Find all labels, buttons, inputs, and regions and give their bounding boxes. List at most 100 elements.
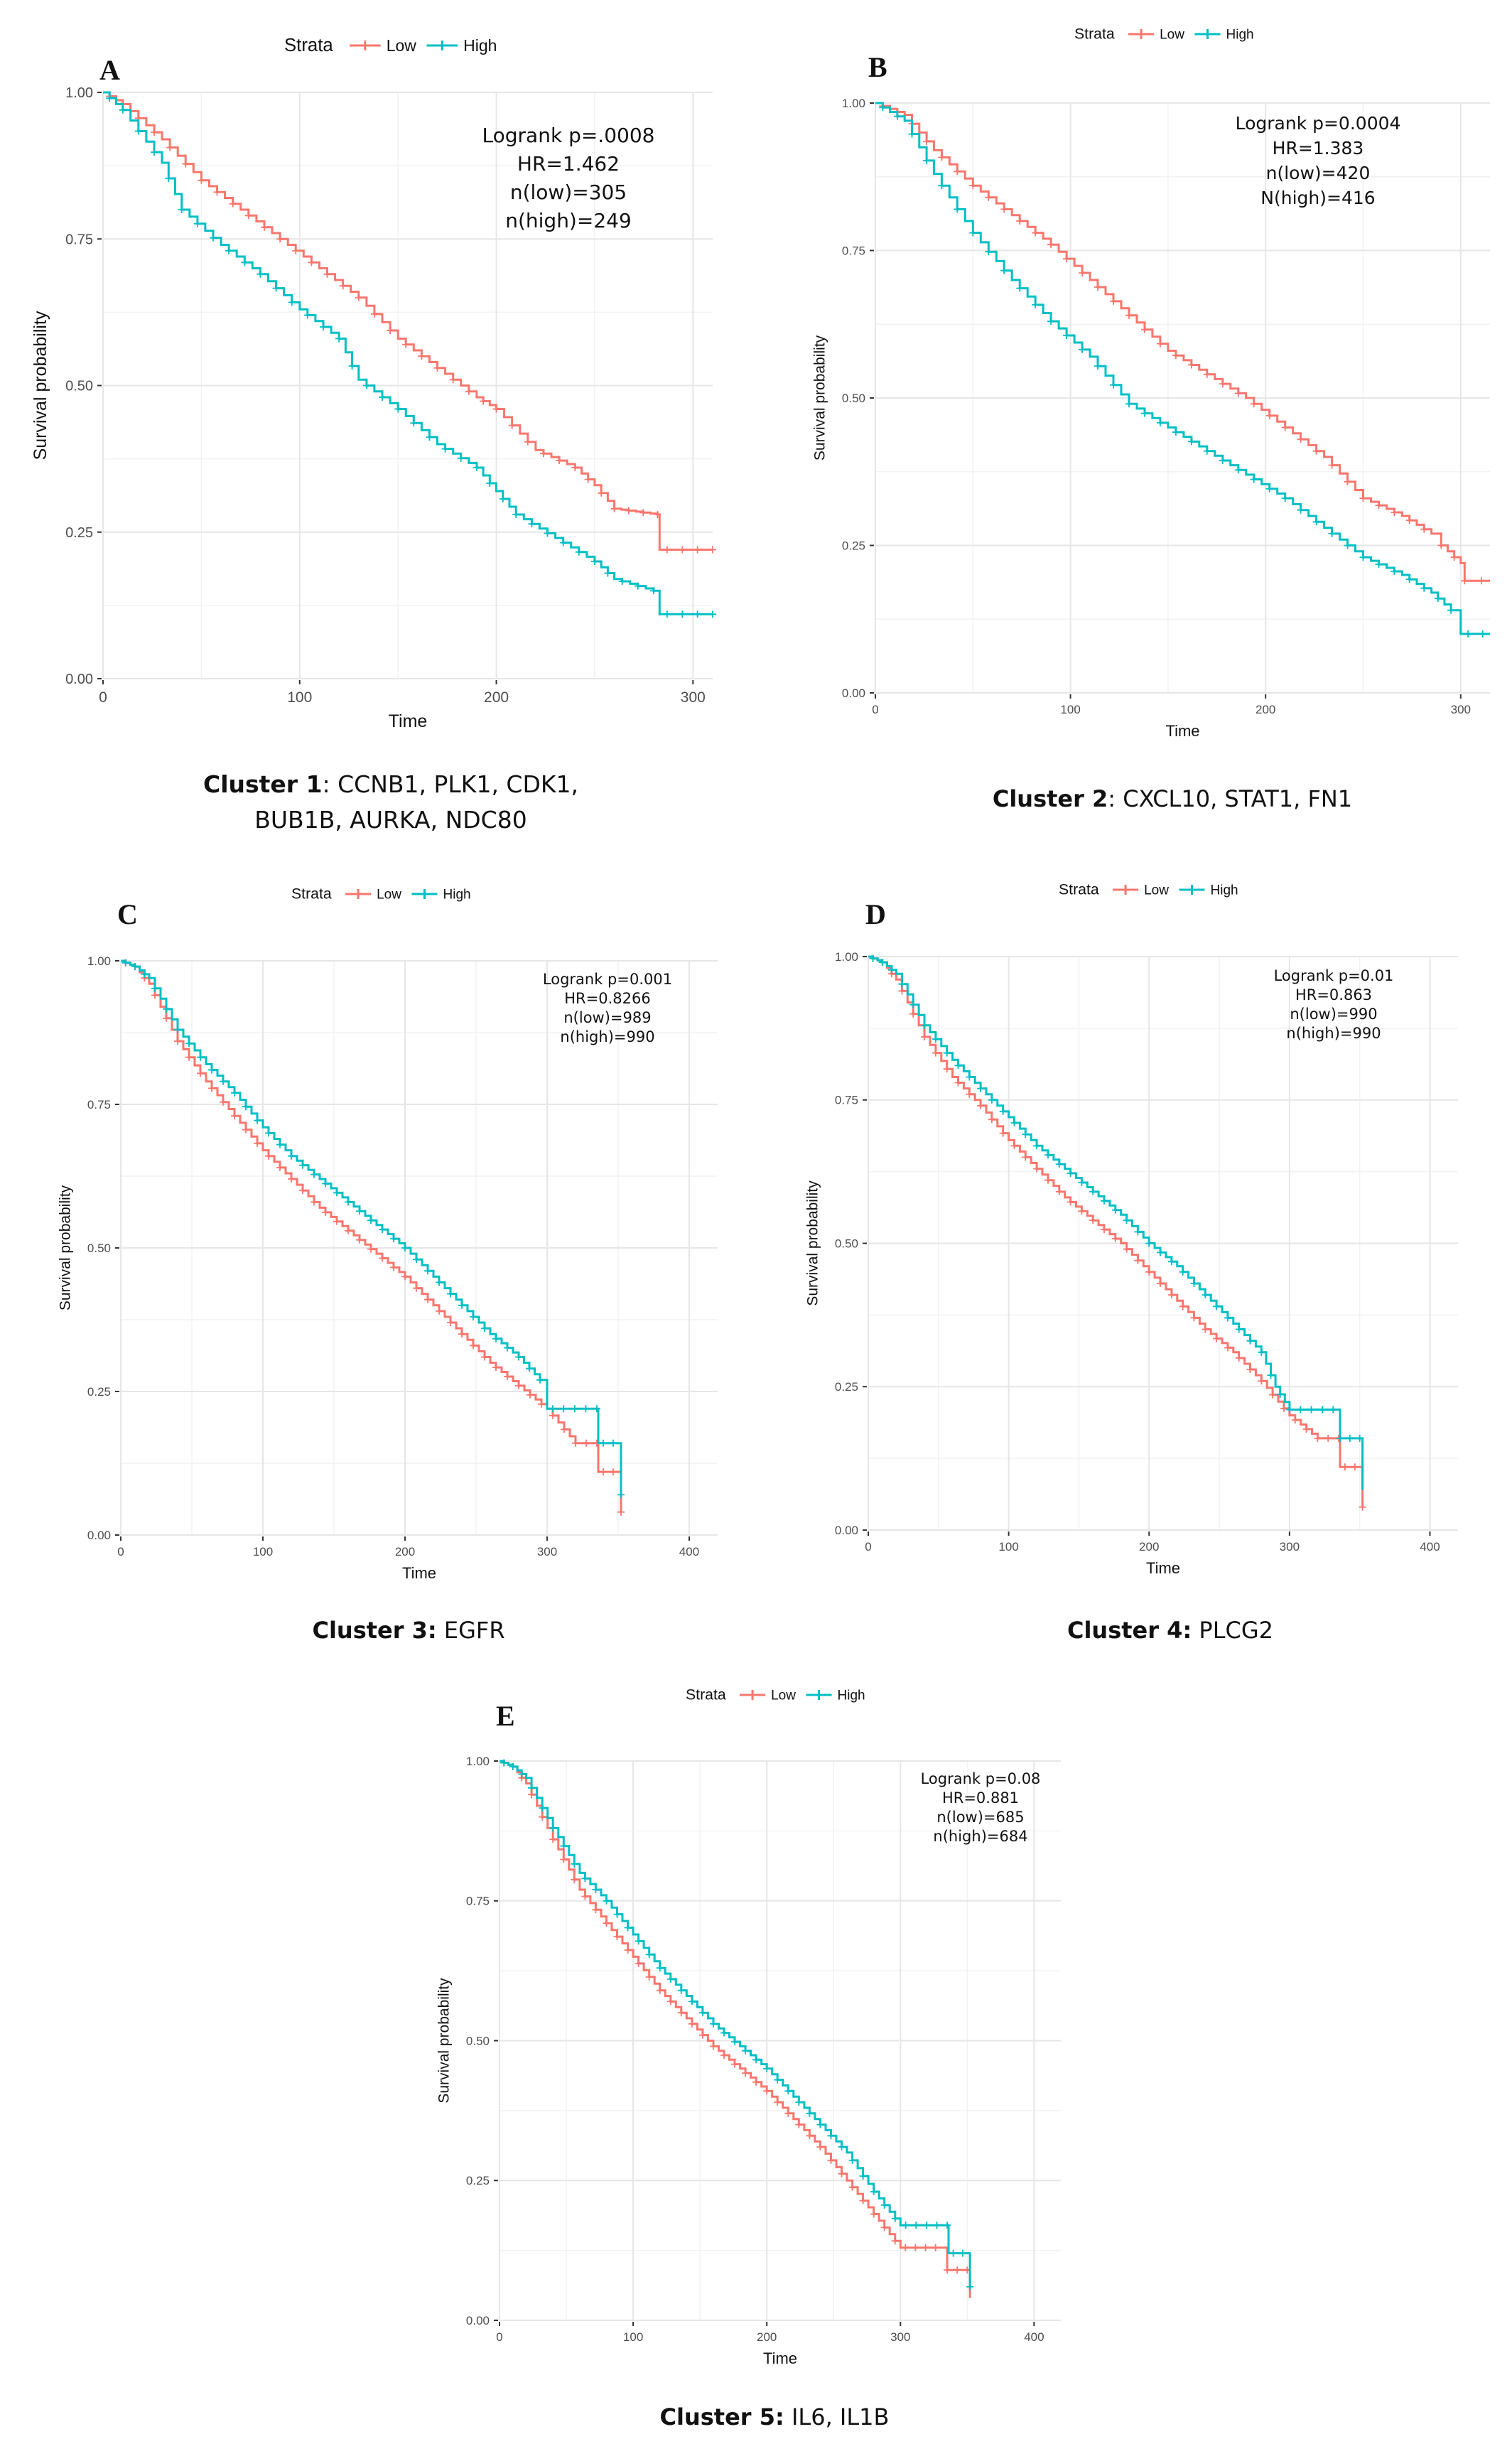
y-tick-label: 0.50 xyxy=(466,2034,490,2047)
caption-cluster-name: Cluster 1 xyxy=(203,770,323,798)
y-tick-label: 1.00 xyxy=(835,950,858,964)
series-high xyxy=(868,954,1364,1490)
y-axis-title: Survival probability xyxy=(31,311,50,460)
y-tick-label: 1.00 xyxy=(65,85,93,101)
x-axis-title: Time xyxy=(763,2349,797,2367)
y-tick-label: 1.00 xyxy=(842,97,865,110)
survival-curve-low xyxy=(121,959,622,1512)
grid xyxy=(875,102,1490,694)
stats-annotation: Logrank p=0.01 HR=0.863 n(low)=990 n(high)=… xyxy=(1274,967,1394,1042)
caption-genes: : CXCL10, STAT1, FN1 xyxy=(1108,785,1352,812)
legend-title: Strata xyxy=(1059,881,1099,898)
y-tick-label: 0.00 xyxy=(842,687,865,700)
y-tick-label: 0.75 xyxy=(835,1094,858,1107)
stats-line: Logrank p=.0008 xyxy=(482,124,655,147)
stats-line: N(high)=416 xyxy=(1260,188,1375,208)
panel-e: 0.00 0.25 0.50 0.75 1.00 0 100 200 300 400 Time Sur… xyxy=(436,1686,1061,2430)
x-tick-label: 100 xyxy=(253,1545,273,1558)
y-tick-label: 0.75 xyxy=(87,1098,111,1111)
stats-line: Logrank p=0.01 xyxy=(1274,967,1394,984)
caption-genes: : CCNB1, PLK1, CDK1, xyxy=(323,770,578,798)
censor-marks-low xyxy=(106,92,716,554)
x-tick-label: 0 xyxy=(117,1545,124,1558)
stats-line: n(high)=990 xyxy=(560,1028,654,1045)
x-tick-label: 0 xyxy=(99,689,107,706)
y-tick-label: 0.25 xyxy=(835,1380,858,1394)
y-tick-label: 0.75 xyxy=(466,1895,490,1908)
legend: Strata Low High xyxy=(284,36,497,55)
x-tick-label: 100 xyxy=(1060,703,1080,716)
panel-c: 0.00 0.25 0.50 0.75 1.00 0 100 200 300 400 Time Sur… xyxy=(57,885,718,1644)
y-tick-label: 0.25 xyxy=(65,525,93,541)
panel-caption: Cluster 1: CCNB1, PLK1, CDK1, BUB1B, AURK… xyxy=(203,770,578,834)
y-tick-label: 0.75 xyxy=(65,232,93,247)
y-tick-label: 0.50 xyxy=(842,392,865,405)
series-low xyxy=(103,91,716,554)
legend-label-high: High xyxy=(1211,883,1238,898)
censor-marks-high xyxy=(500,1759,974,2290)
legend-title: Strata xyxy=(686,1686,726,1703)
stats-line: HR=1.462 xyxy=(517,152,620,176)
stats-line: n(low)=990 xyxy=(1290,1006,1377,1023)
x-axis-title: Time xyxy=(402,1564,436,1582)
stats-line: Logrank p=0.001 xyxy=(543,971,672,988)
stats-line: n(low)=420 xyxy=(1266,163,1371,183)
x-tick-label: 200 xyxy=(484,689,509,706)
stats-annotation: Logrank p=0.001 HR=0.8266 n(low)=989 n(high… xyxy=(543,971,672,1045)
caption-line-1: Cluster 4: PLCG2 xyxy=(1067,1617,1273,1644)
caption-genes: IL6, IL1B xyxy=(784,2403,890,2430)
legend-label-low: Low xyxy=(1144,883,1169,898)
y-axis-title: Survival probability xyxy=(436,1978,452,2104)
caption-cluster-name: Cluster 4: xyxy=(1067,1617,1192,1644)
legend-title: Strata xyxy=(291,885,332,903)
panel-a: 0.00 0.25 0.50 0.75 1.00 0 100 200 300 Time Surviv… xyxy=(31,36,716,834)
x-tick-label: 0 xyxy=(496,2330,502,2344)
caption-cluster-name: Cluster 2 xyxy=(993,785,1108,812)
y-tick-label: 0.75 xyxy=(842,244,865,257)
censor-marks-low xyxy=(879,102,1486,585)
y-tick-label: 1.00 xyxy=(466,1755,490,1768)
y-tick-label: 0.25 xyxy=(466,2174,490,2187)
legend: Strata Low High xyxy=(1059,881,1238,898)
series-high xyxy=(500,1759,974,2290)
series-high xyxy=(121,959,625,1499)
panel-letter: B xyxy=(868,51,887,83)
caption-line-2: BUB1B, AURKA, NDC80 xyxy=(254,806,526,834)
panel-letter: A xyxy=(99,54,120,86)
legend: Strata Low High xyxy=(1074,26,1254,43)
y-tick-label: 0.25 xyxy=(842,539,865,552)
x-tick-label: 0 xyxy=(872,703,878,716)
censor-marks-high xyxy=(122,959,625,1499)
panel-b: 0.00 0.25 0.50 0.75 1.00 0 100 200 300 Time Surviv… xyxy=(811,26,1490,812)
legend-label-low: Low xyxy=(771,1689,796,1703)
panel-caption: Cluster 5: IL6, IL1B xyxy=(660,2403,890,2430)
stats-line: n(low)=685 xyxy=(936,1809,1024,1826)
y-tick-label: 0.00 xyxy=(466,2314,490,2327)
x-tick-label: 300 xyxy=(1280,1540,1300,1554)
stats-line: Logrank p=0.0004 xyxy=(1236,113,1401,134)
panel-caption: Cluster 2: CXCL10, STAT1, FN1 xyxy=(993,785,1352,812)
x-axis-title: Time xyxy=(1165,722,1199,740)
censor-marks-low xyxy=(122,959,625,1516)
y-axis-title: Survival probability xyxy=(804,1180,821,1306)
series-high xyxy=(875,102,1490,637)
grid xyxy=(102,92,713,679)
survival-curve-high xyxy=(500,1760,971,2287)
legend-label-high: High xyxy=(1226,28,1254,43)
stats-line: HR=1.383 xyxy=(1273,138,1364,158)
y-axis-title: Survival probability xyxy=(57,1185,73,1310)
caption-line-1: Cluster 3: EGFR xyxy=(312,1617,504,1644)
survival-curve-low xyxy=(868,955,1364,1507)
caption-genes: EGFR xyxy=(437,1617,505,1644)
panel-caption: Cluster 4: PLCG2 xyxy=(1067,1617,1273,1644)
legend-label-high: High xyxy=(443,888,471,903)
stats-line: HR=0.863 xyxy=(1295,986,1372,1003)
x-tick-label: 300 xyxy=(681,689,706,706)
x-tick-label: 300 xyxy=(537,1545,557,1558)
x-tick-label: 200 xyxy=(395,1545,415,1558)
panel-caption: Cluster 3: EGFR xyxy=(312,1617,504,1644)
y-axis-title: Survival probability xyxy=(811,335,828,461)
survival-curve-low xyxy=(103,91,713,551)
grid xyxy=(868,956,1458,1531)
y-tick-label: 0.00 xyxy=(65,672,93,687)
